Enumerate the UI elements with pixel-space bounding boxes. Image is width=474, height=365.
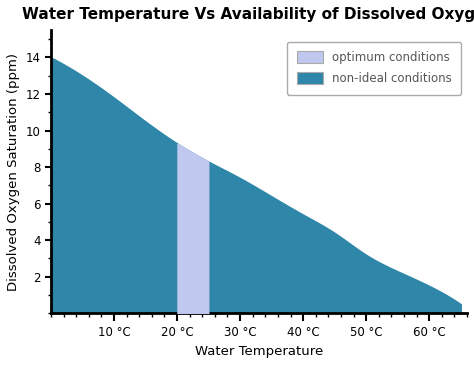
Legend: optimum conditions, non-ideal conditions: optimum conditions, non-ideal conditions	[287, 42, 461, 95]
Y-axis label: Dissolved Oxygen Saturation (ppm): Dissolved Oxygen Saturation (ppm)	[7, 53, 20, 291]
X-axis label: Water Temperature: Water Temperature	[195, 345, 323, 358]
Title: Water Temperature Vs Availability of Dissolved Oxygen: Water Temperature Vs Availability of Dis…	[22, 7, 474, 22]
